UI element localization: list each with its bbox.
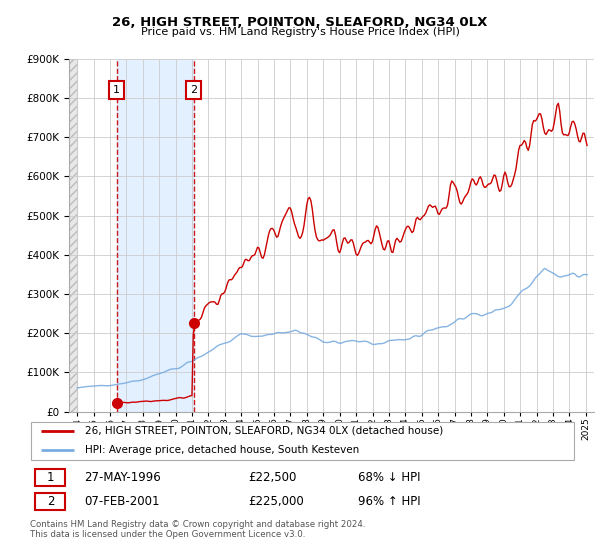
Text: 2: 2	[190, 85, 197, 95]
Text: 26, HIGH STREET, POINTON, SLEAFORD, NG34 0LX: 26, HIGH STREET, POINTON, SLEAFORD, NG34…	[112, 16, 488, 29]
Text: 68% ↓ HPI: 68% ↓ HPI	[358, 471, 420, 484]
Text: £225,000: £225,000	[248, 495, 304, 508]
FancyBboxPatch shape	[35, 469, 65, 486]
Text: 1: 1	[113, 85, 120, 95]
Text: 1: 1	[47, 471, 54, 484]
Text: 26, HIGH STREET, POINTON, SLEAFORD, NG34 0LX (detached house): 26, HIGH STREET, POINTON, SLEAFORD, NG34…	[85, 426, 443, 436]
Text: HPI: Average price, detached house, South Kesteven: HPI: Average price, detached house, Sout…	[85, 445, 359, 455]
Bar	[69, 59, 77, 412]
Text: 07-FEB-2001: 07-FEB-2001	[85, 495, 160, 508]
Text: Price paid vs. HM Land Registry's House Price Index (HPI): Price paid vs. HM Land Registry's House …	[140, 27, 460, 37]
Text: 2: 2	[47, 495, 54, 508]
Text: 27-MAY-1996: 27-MAY-1996	[85, 471, 161, 484]
Text: £22,500: £22,500	[248, 471, 297, 484]
Text: Contains HM Land Registry data © Crown copyright and database right 2024.
This d: Contains HM Land Registry data © Crown c…	[30, 520, 365, 539]
Text: 96% ↑ HPI: 96% ↑ HPI	[358, 495, 420, 508]
Bar	[69, 59, 77, 412]
FancyBboxPatch shape	[35, 493, 65, 510]
Bar	[117, 59, 194, 412]
FancyBboxPatch shape	[31, 422, 574, 460]
